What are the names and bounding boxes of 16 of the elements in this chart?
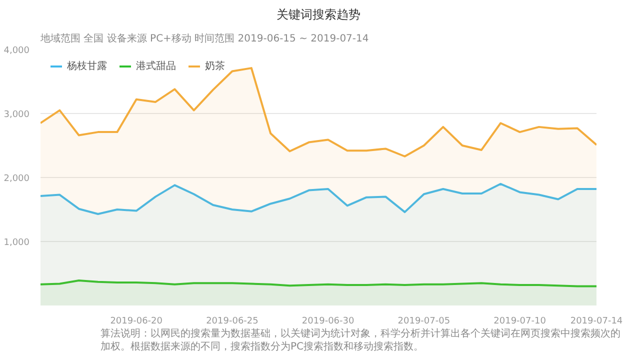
x-tick-label: 2019-06-25 (206, 316, 258, 326)
x-tick-label: 2019-07-05 (398, 316, 450, 326)
legend-label: 港式甜品 (136, 60, 176, 73)
legend-label: 奶茶 (205, 60, 225, 73)
chart-title: 关键词搜索趋势 (276, 8, 360, 22)
x-tick-label: 2019-07-14 (570, 316, 623, 326)
y-tick-label: 4,000 (4, 46, 30, 56)
legend-label: 杨枝甘露 (67, 60, 107, 73)
text: 算法说明：以网民的搜索量为数据基础，以关键词为统计对象，科学分析并计算出各个关键词在网页搜索中搜索频次的加权。根据数据来源的不同，搜索指数分为PC搜索指数和移动搜索指数。 (100, 328, 620, 352)
x-tick-label: 2019-06-20 (110, 316, 163, 326)
y-tick-label: 3,000 (4, 110, 30, 120)
x-tick-label: 2019-07-10 (494, 316, 546, 326)
chart-subtitle: 地域范围 全国 设备来源 PC+移动 时间范围 2019-06-15 ~ 2019-07-14 (40, 32, 369, 44)
x-tick-label: 2019-06-30 (302, 316, 355, 326)
y-tick-label: 1,000 (4, 238, 30, 248)
y-tick-label: 2,000 (4, 174, 30, 184)
